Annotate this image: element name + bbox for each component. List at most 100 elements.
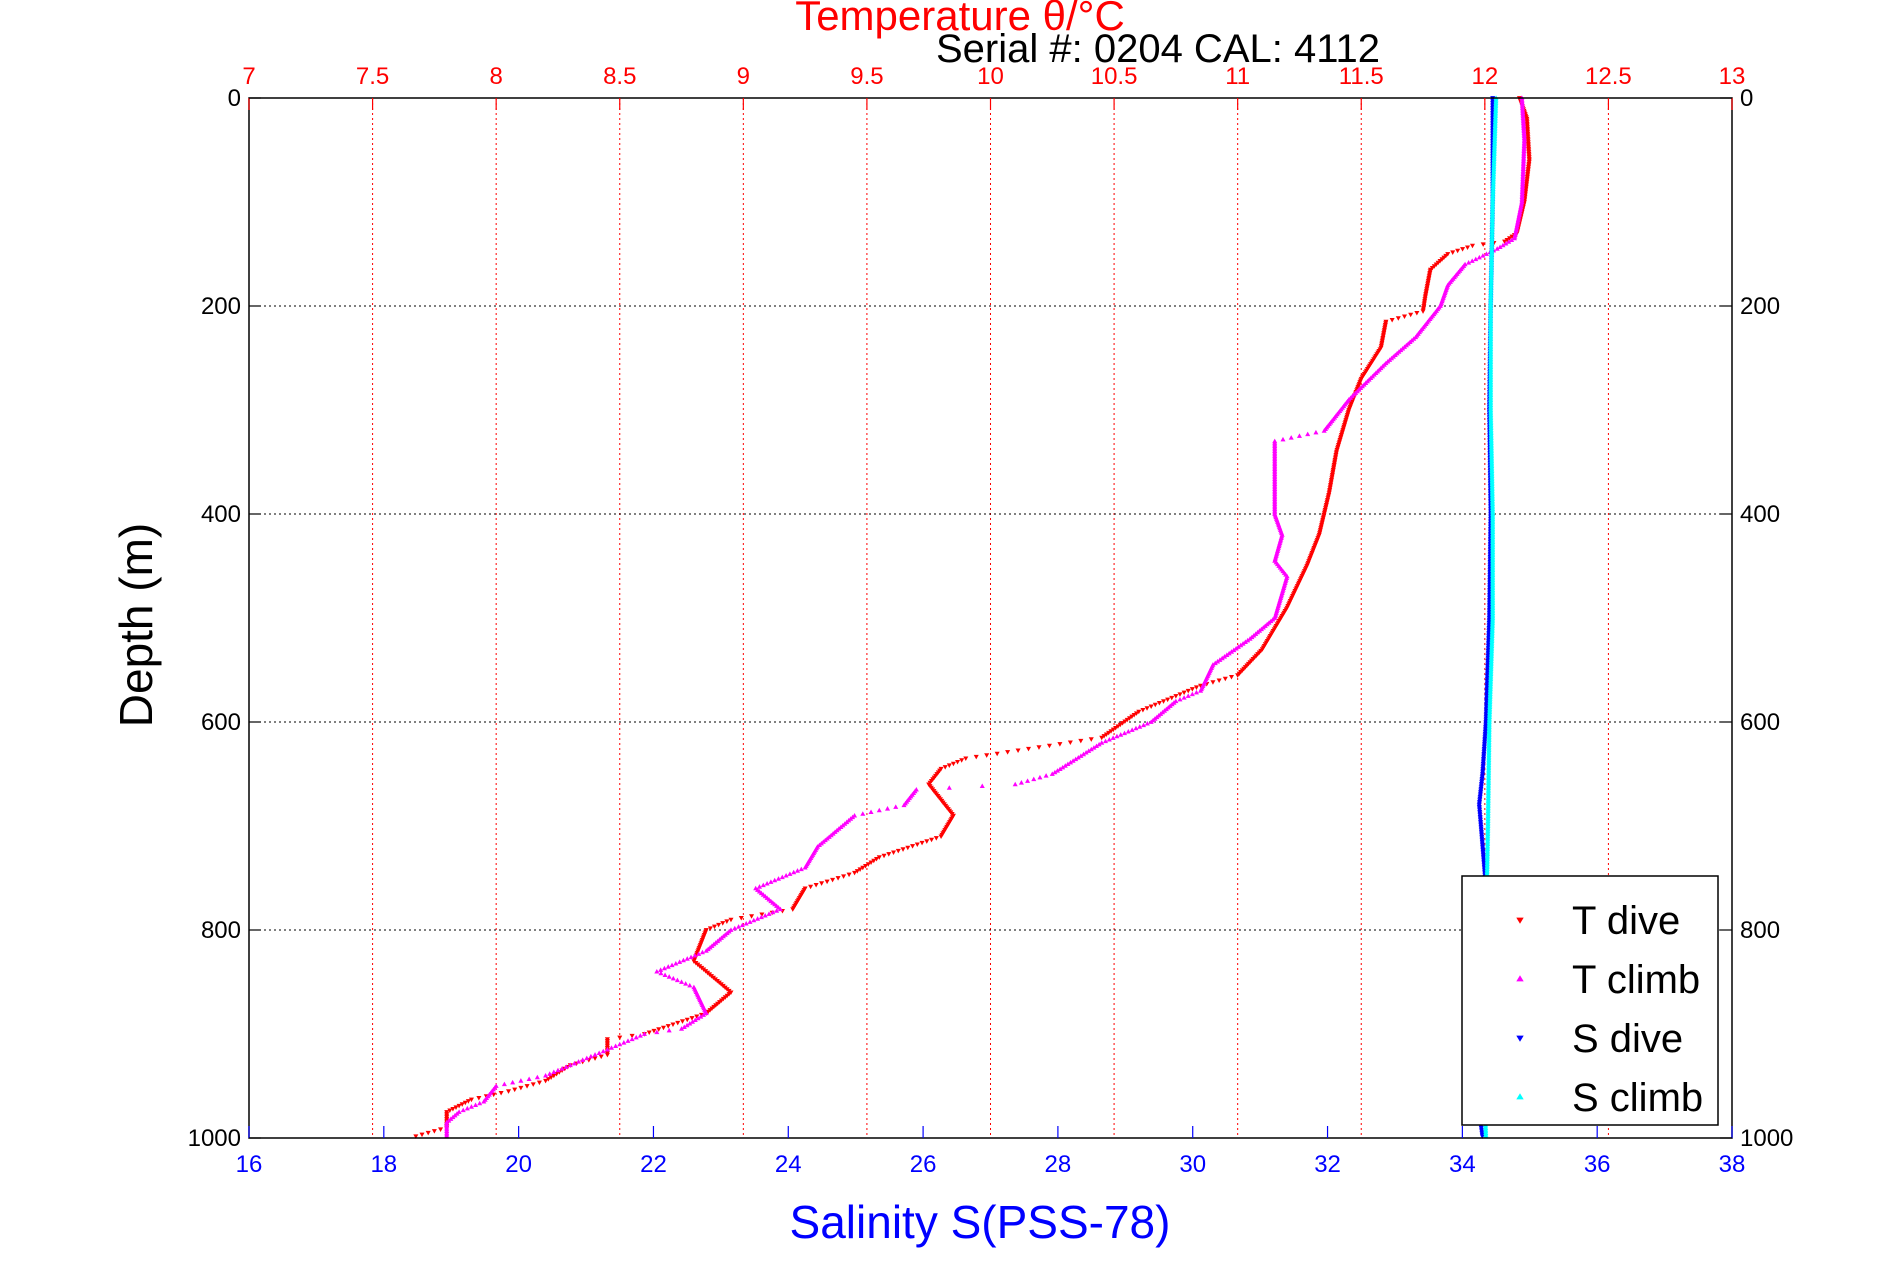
data-point <box>1408 312 1414 318</box>
data-point <box>660 1025 666 1031</box>
data-point <box>924 839 930 844</box>
data-point <box>688 954 694 960</box>
data-point <box>1224 652 1230 657</box>
data-point <box>959 758 965 763</box>
data-point <box>681 1024 687 1029</box>
data-point <box>1483 251 1489 256</box>
data-point <box>692 1017 698 1023</box>
data-point <box>431 1129 437 1134</box>
legend-marker <box>1516 917 1524 924</box>
data-point <box>419 1132 425 1138</box>
data-point <box>1177 692 1183 697</box>
y-axis-title: Depth (m) <box>110 523 162 727</box>
depth-tick-label-right: 200 <box>1740 293 1780 320</box>
data-point <box>1169 695 1175 701</box>
data-point <box>543 1078 549 1084</box>
data-point <box>563 1064 569 1069</box>
temperature-tick-label: 13 <box>1719 63 1746 90</box>
data-point <box>1222 654 1228 659</box>
data-point <box>1036 745 1042 750</box>
data-point <box>901 802 907 808</box>
legend-label: S climb <box>1572 1076 1703 1120</box>
data-point <box>984 753 990 758</box>
data-point <box>651 1028 657 1034</box>
data-point <box>1161 699 1167 704</box>
data-point <box>963 756 969 762</box>
salinity-tick-label: 28 <box>1045 1151 1072 1178</box>
data-point <box>584 1055 590 1061</box>
data-point <box>798 866 804 872</box>
data-point <box>1078 753 1084 758</box>
depth-tick-label-right: 800 <box>1740 917 1780 944</box>
data-point <box>1106 736 1112 742</box>
data-point <box>850 814 856 820</box>
data-point <box>1494 246 1500 251</box>
data-point <box>732 925 738 931</box>
salinity-tick-label: 26 <box>910 1151 937 1178</box>
data-point <box>1476 254 1482 260</box>
series-t-dive <box>413 96 1532 1139</box>
data-point <box>758 914 764 920</box>
data-point <box>759 912 765 918</box>
data-point <box>1122 730 1128 736</box>
data-point <box>473 1102 479 1107</box>
depth-tick-label-right: 1000 <box>1740 1125 1793 1152</box>
data-point <box>822 837 828 843</box>
data-point <box>629 1033 635 1039</box>
data-point <box>1217 657 1223 662</box>
data-point <box>1509 237 1515 243</box>
data-point <box>808 884 814 890</box>
data-point <box>802 864 808 870</box>
data-point <box>1025 778 1031 783</box>
data-point <box>646 1030 652 1036</box>
data-point <box>1473 256 1479 262</box>
data-point <box>886 852 892 857</box>
data-point <box>747 919 753 924</box>
data-point <box>1057 766 1063 771</box>
data-point <box>1054 768 1061 773</box>
data-point <box>1099 740 1105 745</box>
data-point <box>914 842 920 848</box>
legend-label: T dive <box>1572 899 1680 943</box>
data-point <box>950 761 956 767</box>
data-point <box>893 804 899 809</box>
data-point <box>1125 728 1131 734</box>
data-point <box>580 1057 586 1062</box>
data-point <box>842 821 848 826</box>
data-point <box>1185 688 1191 694</box>
data-point <box>762 912 768 918</box>
depth-tick-label-right: 400 <box>1740 501 1780 528</box>
data-point <box>1245 637 1251 643</box>
data-point <box>1226 650 1232 656</box>
depth-tick-label-right: 0 <box>1740 85 1753 112</box>
data-point <box>1469 258 1475 263</box>
data-point <box>464 1105 470 1111</box>
data-point <box>1500 242 1506 248</box>
chart-subtitle: Serial #: 0204 CAL: 4112 <box>936 27 1380 71</box>
data-point <box>1133 725 1139 731</box>
data-point <box>567 1062 573 1068</box>
temperature-tick-label: 7.5 <box>356 63 389 90</box>
data-point <box>1181 695 1187 700</box>
data-point <box>524 1084 530 1089</box>
data-point <box>448 1116 454 1121</box>
legend-marker <box>1516 1093 1524 1100</box>
data-point <box>1114 733 1120 739</box>
data-point <box>919 840 925 846</box>
data-point <box>604 1052 610 1058</box>
data-point <box>1049 771 1055 776</box>
data-point <box>670 975 676 981</box>
data-point <box>846 817 852 823</box>
data-point <box>751 917 757 923</box>
data-point <box>1506 239 1512 244</box>
data-point <box>824 835 830 841</box>
data-point <box>1083 750 1089 755</box>
data-point <box>1185 693 1191 698</box>
series-t-climb <box>444 95 1527 1139</box>
data-point <box>743 920 749 926</box>
data-point <box>687 1020 693 1026</box>
data-point <box>675 1020 681 1026</box>
data-point <box>510 1079 516 1085</box>
temperature-tick-label: 9 <box>737 63 750 90</box>
data-point <box>1018 780 1024 785</box>
